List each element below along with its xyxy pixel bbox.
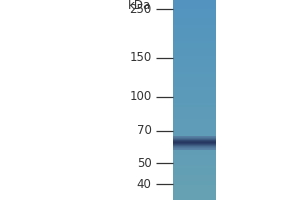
Text: 250: 250 (129, 3, 152, 16)
Text: 50: 50 (137, 157, 152, 170)
Text: 150: 150 (129, 51, 152, 64)
Text: 100: 100 (129, 90, 152, 103)
Text: 40: 40 (136, 178, 152, 191)
Text: kDa: kDa (128, 0, 152, 12)
Text: 70: 70 (136, 124, 152, 137)
